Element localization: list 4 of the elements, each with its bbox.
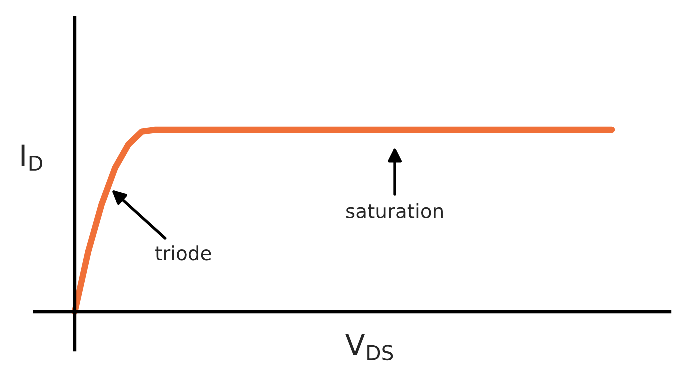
y-axis-title: I$_{D}$ [22, 144, 42, 171]
annotation: saturation [346, 203, 443, 219]
x-axis-title: V$_{DS}$ [346, 334, 394, 361]
annotation: triode [156, 246, 212, 261]
